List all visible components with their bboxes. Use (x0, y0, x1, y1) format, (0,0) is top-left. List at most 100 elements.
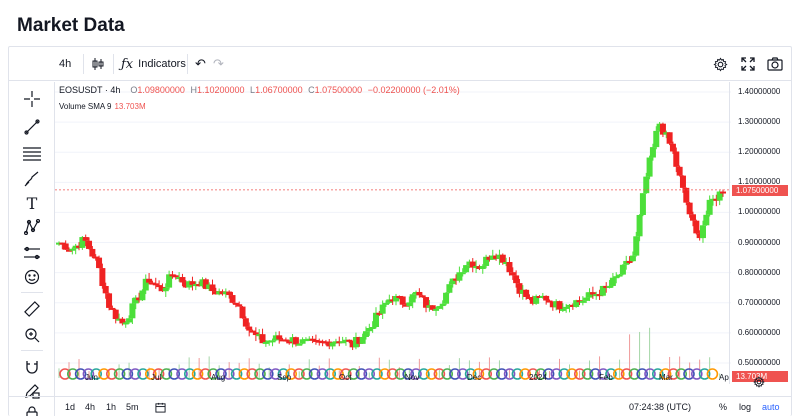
event-marker[interactable] (636, 368, 649, 380)
event-marker[interactable] (441, 368, 454, 380)
event-marker[interactable] (402, 368, 415, 380)
price-axis[interactable]: 1.40000000 1.30000000 1.20000000 1.10000000… (729, 82, 791, 384)
event-marker[interactable] (566, 368, 578, 380)
event-marker[interactable] (98, 368, 110, 380)
event-marker[interactable] (683, 368, 695, 380)
date-range-button[interactable] (155, 402, 166, 415)
event-marker[interactable] (347, 368, 360, 380)
event-marker[interactable] (137, 368, 149, 380)
event-marker[interactable] (495, 368, 508, 380)
event-marker[interactable] (675, 368, 688, 380)
icons-tool[interactable] (23, 268, 41, 286)
event-marker[interactable] (378, 368, 391, 380)
magnet-tool[interactable] (23, 358, 41, 376)
event-marker[interactable] (394, 368, 407, 380)
text-tool[interactable]: T (23, 194, 41, 213)
event-marker[interactable] (113, 368, 126, 380)
fib-retracement-tool[interactable] (23, 144, 41, 162)
time-axis[interactable]: Jun Jul Aug Sep Oct Nov Dec 2024 Feb Mar Ap (55, 373, 731, 387)
event-marker[interactable] (433, 368, 446, 380)
event-marker[interactable] (417, 368, 430, 380)
event-marker[interactable] (534, 368, 547, 380)
event-marker[interactable] (308, 368, 321, 380)
event-marker[interactable] (145, 368, 157, 380)
event-marker[interactable] (152, 368, 165, 380)
event-marker[interactable] (324, 368, 337, 380)
measure-range-tool[interactable] (23, 244, 41, 262)
event-marker[interactable] (519, 368, 532, 380)
range-4h-button[interactable]: 4h (85, 402, 96, 412)
event-marker[interactable] (285, 368, 297, 380)
event-marker[interactable] (612, 368, 625, 380)
event-marker[interactable] (589, 368, 602, 380)
event-marker[interactable] (355, 368, 368, 380)
event-marker[interactable] (488, 368, 500, 380)
event-marker[interactable] (651, 368, 664, 380)
event-marker[interactable] (66, 368, 79, 380)
event-marker[interactable] (456, 368, 469, 380)
event-marker[interactable] (706, 368, 719, 380)
event-marker[interactable] (410, 368, 422, 380)
auto-toggle[interactable]: auto (762, 402, 780, 412)
event-marker[interactable] (191, 368, 204, 380)
brush-tool[interactable] (23, 170, 41, 188)
ruler-tool[interactable] (23, 300, 41, 318)
event-marker[interactable] (698, 368, 711, 380)
interval-button[interactable]: 4h (59, 47, 71, 81)
range-1d-button[interactable]: 1d (65, 402, 76, 412)
event-marker[interactable] (425, 368, 438, 380)
event-marker[interactable] (667, 368, 680, 380)
redo-button[interactable]: ↷ (213, 47, 224, 81)
event-marker[interactable] (449, 368, 461, 380)
event-marker[interactable] (558, 368, 571, 380)
trendline-tool[interactable] (23, 118, 41, 136)
event-marker[interactable] (339, 368, 352, 380)
crosshair-tool[interactable] (23, 90, 41, 108)
event-marker[interactable] (332, 368, 344, 380)
range-5m-button[interactable]: 5m (126, 402, 139, 412)
event-marker[interactable] (316, 368, 329, 380)
event-marker[interactable] (223, 368, 235, 380)
event-marker[interactable] (301, 368, 313, 380)
event-marker[interactable] (82, 368, 95, 380)
event-marker[interactable] (254, 368, 266, 380)
event-marker[interactable] (363, 368, 376, 380)
event-marker[interactable] (386, 368, 399, 380)
utc-clock[interactable]: 07:24:38 (UTC) (629, 402, 692, 412)
percent-toggle[interactable]: % (719, 402, 728, 412)
undo-button[interactable]: ↶ (195, 47, 206, 81)
event-marker[interactable] (542, 368, 555, 380)
event-marker[interactable] (511, 368, 524, 380)
event-marker[interactable] (246, 368, 258, 380)
event-marker[interactable] (90, 368, 103, 380)
event-marker[interactable] (160, 368, 173, 380)
event-marker[interactable] (184, 368, 196, 380)
event-marker[interactable] (230, 368, 243, 380)
event-marker[interactable] (59, 368, 71, 380)
event-marker[interactable] (480, 368, 493, 380)
event-marker[interactable] (597, 368, 610, 380)
zoom-in-tool[interactable] (23, 326, 41, 344)
event-marker[interactable] (371, 368, 383, 380)
indicators-button[interactable]: ƒx Indicators (121, 47, 186, 81)
chart-pane[interactable] (55, 82, 731, 384)
event-marker[interactable] (659, 368, 672, 380)
settings-button[interactable] (713, 47, 728, 81)
fullscreen-button[interactable] (741, 47, 755, 81)
range-1h-button[interactable]: 1h (106, 402, 117, 412)
event-marker[interactable] (644, 368, 656, 380)
event-marker[interactable] (690, 368, 703, 380)
event-marker[interactable] (269, 368, 282, 380)
event-marker[interactable] (581, 368, 594, 380)
event-marker[interactable] (464, 368, 477, 380)
event-marker[interactable] (74, 368, 87, 380)
event-marker[interactable] (105, 368, 118, 380)
event-marker[interactable] (293, 368, 305, 380)
event-marker[interactable] (199, 368, 212, 380)
pattern-tool[interactable] (23, 218, 41, 236)
event-marker[interactable] (176, 368, 188, 380)
event-marker[interactable] (527, 368, 539, 380)
event-marker[interactable] (550, 368, 563, 380)
event-marker[interactable] (238, 368, 251, 380)
event-marker[interactable] (277, 368, 290, 380)
